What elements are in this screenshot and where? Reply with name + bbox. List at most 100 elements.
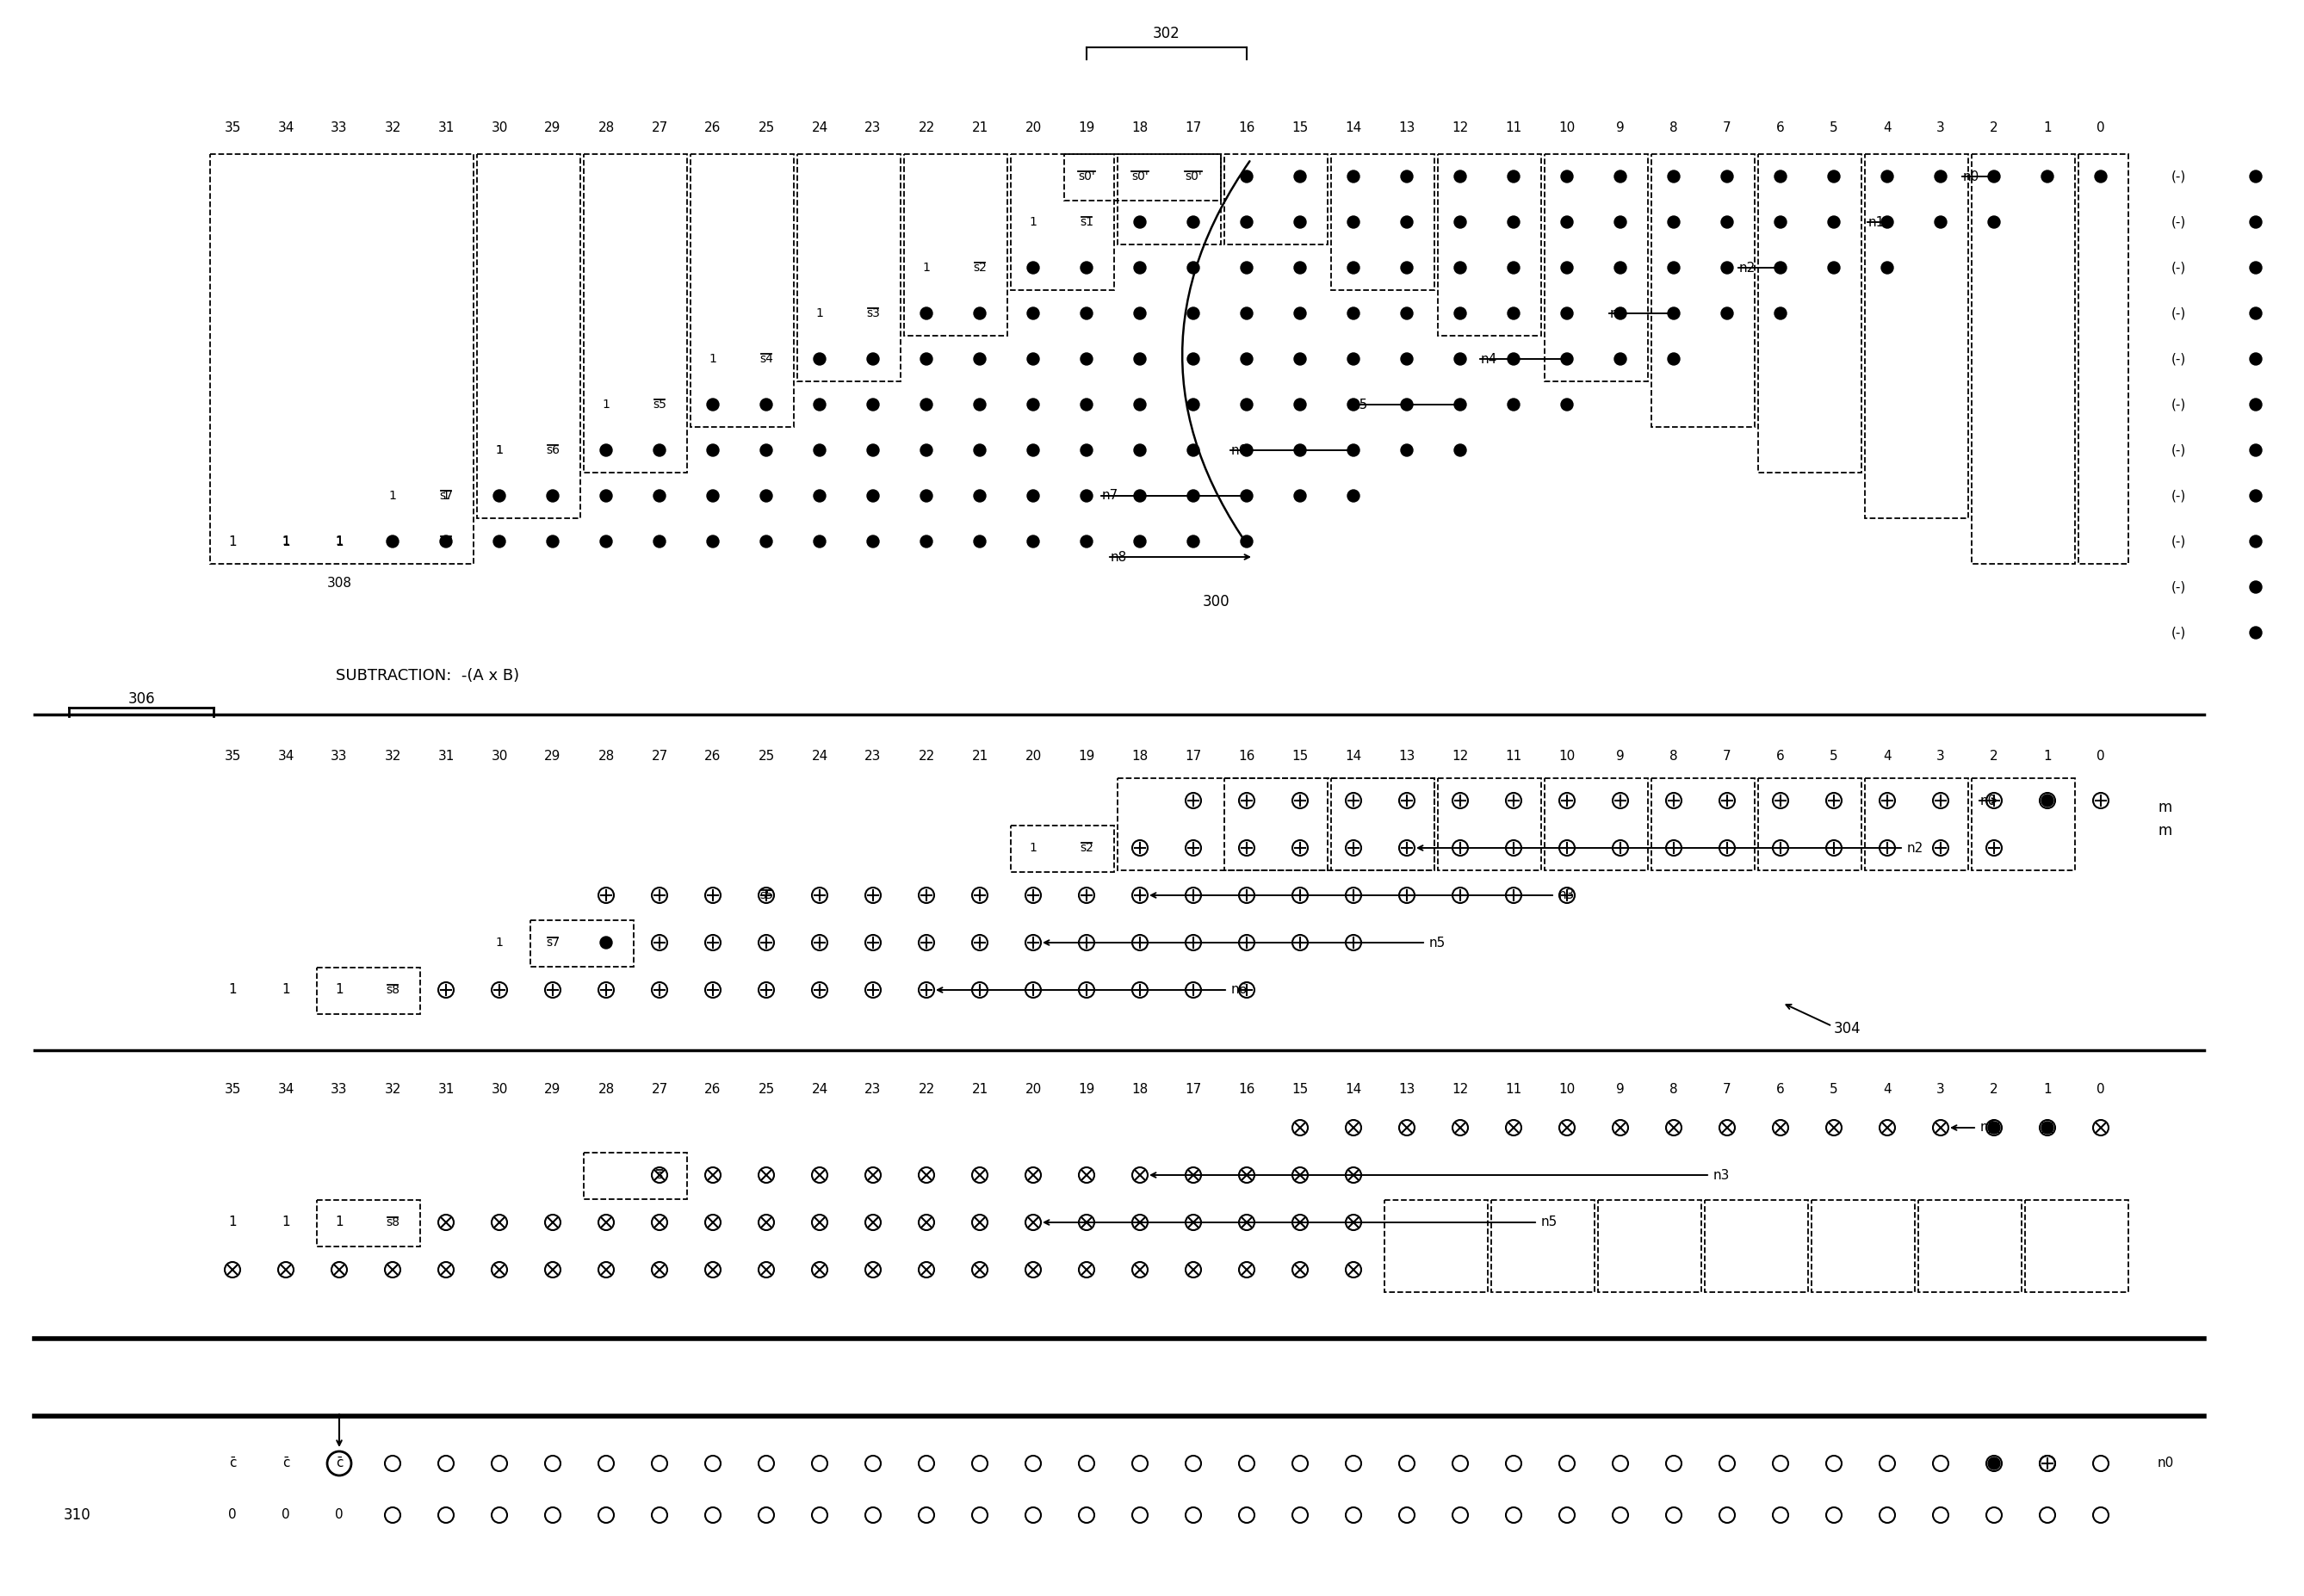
- Text: 18: 18: [1131, 121, 1147, 134]
- Text: 20: 20: [1025, 750, 1041, 763]
- Circle shape: [1295, 171, 1306, 182]
- Circle shape: [1240, 353, 1253, 365]
- Circle shape: [1187, 399, 1200, 410]
- Circle shape: [1668, 308, 1680, 319]
- Circle shape: [1240, 215, 1253, 228]
- Circle shape: [1295, 399, 1306, 410]
- Bar: [1758, 779, 1862, 870]
- Bar: [318, 967, 419, 1013]
- Text: 6: 6: [1776, 1082, 1786, 1095]
- Circle shape: [2041, 171, 2053, 182]
- Circle shape: [1615, 353, 1627, 365]
- Circle shape: [1187, 215, 1200, 228]
- Circle shape: [1668, 353, 1680, 365]
- Circle shape: [975, 353, 986, 365]
- Circle shape: [1348, 171, 1359, 182]
- Bar: [1652, 155, 1756, 428]
- Text: (-): (-): [2170, 306, 2186, 319]
- Text: n8: n8: [1111, 551, 1127, 563]
- Circle shape: [1401, 399, 1412, 410]
- Bar: [1491, 1200, 1594, 1293]
- Circle shape: [2249, 399, 2263, 410]
- Bar: [903, 155, 1007, 335]
- Text: s7: s7: [440, 490, 454, 501]
- Circle shape: [2249, 627, 2263, 638]
- Circle shape: [2094, 171, 2106, 182]
- Text: n0: n0: [2157, 1457, 2173, 1470]
- Text: (-): (-): [2170, 171, 2186, 184]
- Text: 11: 11: [1505, 1082, 1523, 1095]
- Circle shape: [813, 490, 825, 501]
- Text: 25: 25: [758, 121, 774, 134]
- Circle shape: [1721, 262, 1733, 275]
- Bar: [1652, 779, 1756, 870]
- Circle shape: [2249, 581, 2263, 594]
- Circle shape: [866, 535, 880, 547]
- Circle shape: [1295, 353, 1306, 365]
- Circle shape: [1935, 171, 1947, 182]
- Circle shape: [1028, 262, 1039, 275]
- Text: (-): (-): [2170, 535, 2186, 547]
- Circle shape: [387, 535, 399, 547]
- Text: 1: 1: [334, 983, 343, 996]
- Text: s0': s0': [1184, 171, 1203, 182]
- Circle shape: [1348, 262, 1359, 275]
- Circle shape: [493, 535, 505, 547]
- Text: 26: 26: [705, 750, 721, 763]
- Circle shape: [1348, 490, 1359, 501]
- Circle shape: [866, 490, 880, 501]
- Text: n4: n4: [1481, 353, 1498, 365]
- Circle shape: [760, 444, 772, 456]
- Text: 1: 1: [816, 308, 823, 319]
- Circle shape: [1774, 171, 1786, 182]
- Circle shape: [599, 535, 613, 547]
- Text: s8: s8: [385, 1216, 399, 1229]
- Text: 22: 22: [917, 750, 935, 763]
- Bar: [583, 155, 687, 472]
- Text: 28: 28: [597, 750, 615, 763]
- Text: 27: 27: [652, 1082, 668, 1095]
- Text: 1: 1: [281, 535, 290, 547]
- Bar: [1385, 1200, 1488, 1293]
- Circle shape: [1988, 171, 2000, 182]
- Text: s0': s0': [1131, 171, 1147, 182]
- Text: 10: 10: [1560, 1082, 1576, 1095]
- Circle shape: [1988, 1122, 2000, 1133]
- Circle shape: [813, 353, 825, 365]
- Text: n7: n7: [1101, 490, 1120, 503]
- Circle shape: [1134, 399, 1145, 410]
- Text: 1: 1: [442, 490, 449, 501]
- Bar: [1972, 779, 2076, 870]
- Circle shape: [1187, 353, 1200, 365]
- Circle shape: [1454, 399, 1465, 410]
- Circle shape: [1295, 215, 1306, 228]
- Circle shape: [1240, 262, 1253, 275]
- Text: n1: n1: [1869, 215, 1885, 228]
- Text: n6: n6: [1230, 983, 1249, 996]
- Text: 1: 1: [922, 262, 931, 275]
- Circle shape: [1774, 308, 1786, 319]
- Text: 1: 1: [389, 535, 396, 547]
- Text: 1: 1: [334, 535, 343, 547]
- Circle shape: [1401, 353, 1412, 365]
- Text: 23: 23: [864, 750, 882, 763]
- Text: s4: s4: [760, 353, 774, 365]
- Text: 12: 12: [1452, 750, 1468, 763]
- Text: (-): (-): [2170, 397, 2186, 412]
- Circle shape: [1295, 262, 1306, 275]
- Circle shape: [1134, 215, 1145, 228]
- Bar: [1011, 825, 1115, 871]
- Circle shape: [1187, 490, 1200, 501]
- Circle shape: [1562, 308, 1574, 319]
- Circle shape: [1348, 308, 1359, 319]
- Circle shape: [866, 353, 880, 365]
- Circle shape: [1240, 535, 1253, 547]
- Circle shape: [707, 490, 719, 501]
- Text: 1: 1: [389, 490, 396, 501]
- Text: 19: 19: [1078, 121, 1094, 134]
- Text: 19: 19: [1078, 750, 1094, 763]
- Text: 16: 16: [1237, 750, 1256, 763]
- Circle shape: [1721, 171, 1733, 182]
- Text: 6: 6: [1776, 750, 1786, 763]
- Text: 1: 1: [495, 444, 502, 456]
